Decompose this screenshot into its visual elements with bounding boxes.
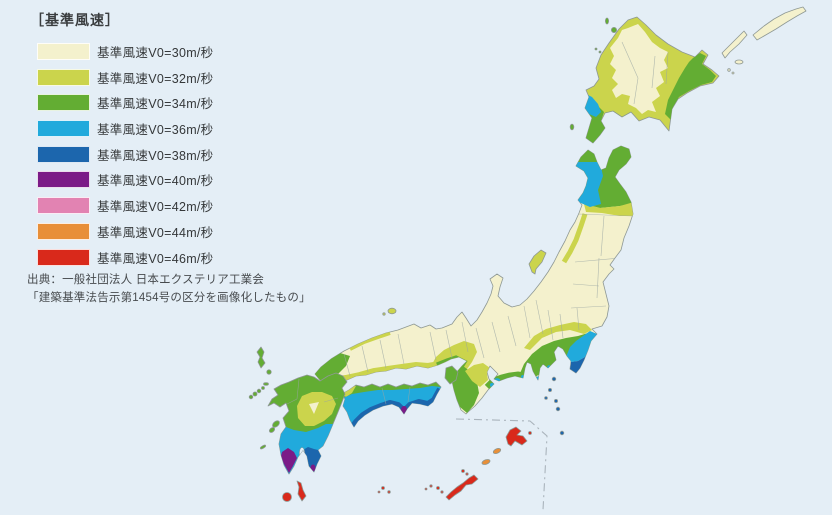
legend-item-label: 基準風速V0=30m/秒: [97, 46, 214, 60]
legend-item-label: 基準風速V0=44m/秒: [97, 225, 214, 240]
legend-swatch-32: [37, 68, 90, 86]
region-shikoku: [341, 381, 442, 428]
legend-item-label: 基準風速V0=38m/秒: [97, 148, 214, 163]
legend-swatch-42: [37, 197, 90, 215]
legend-item-44: 基準風速V0=44m/秒: [37, 222, 214, 240]
small-islands: [248, 249, 565, 502]
region-honshu: [314, 145, 634, 415]
legend-item-label: 基準風速V0=42m/秒: [97, 200, 214, 215]
legend-item-label: 基準風速V0=40m/秒: [97, 174, 214, 189]
wind-speed-legend: 基準風速V0=30m/秒 基準風速V0=32m/秒 基準風速V0=34m/秒 基…: [37, 43, 213, 274]
legend-item-42: 基準風速V0=42m/秒: [37, 197, 214, 215]
legend-item-label: 基準風速V0=36m/秒: [97, 123, 214, 138]
legend-item-40: 基準風速V0=40m/秒: [37, 171, 214, 189]
legend-item-38: 基準風速V0=38m/秒: [37, 145, 214, 163]
legend-item-30: 基準風速V0=30m/秒: [37, 43, 213, 60]
region-kyushu: [267, 372, 348, 475]
legend-item-34: 基準風速V0=34m/秒: [37, 94, 214, 112]
legend-item-46: 基準風速V0=46m/秒: [37, 248, 214, 266]
legend-swatch-40: [37, 171, 90, 189]
legend-item-label: 基準風速V0=32m/秒: [97, 71, 214, 86]
legend-item-label: 基準風速V0=46m/秒: [97, 251, 214, 266]
page-title: ［基準風速］: [30, 12, 120, 28]
legend-swatch-46: [37, 248, 90, 266]
legend-item-36: 基準風速V0=36m/秒: [37, 120, 214, 138]
legend-swatch-44: [37, 222, 90, 240]
source-line-1: 出典：一般社団法人 日本エクステリア工業会: [27, 274, 265, 286]
legend-swatch-34: [37, 94, 90, 112]
region-hokkaido: [584, 16, 720, 144]
legend-swatch-38: [37, 145, 90, 163]
legend-item-label: 基準風速V0=34m/秒: [97, 97, 214, 112]
kuril-islands: [569, 6, 807, 131]
legend-swatch-36: [37, 120, 90, 138]
legend-item-32: 基準風速V0=32m/秒: [37, 68, 214, 86]
source-line-2: 「建築基準法告示第1454号の区分を画像化したもの」: [27, 292, 311, 304]
legend-swatch-30: [37, 43, 90, 60]
okinawa-boundary-dashline: [455, 418, 548, 511]
source-citation: 出典：一般社団法人 日本エクステリア工業会「建築基準法告示第1454号の区分を画…: [27, 271, 311, 307]
